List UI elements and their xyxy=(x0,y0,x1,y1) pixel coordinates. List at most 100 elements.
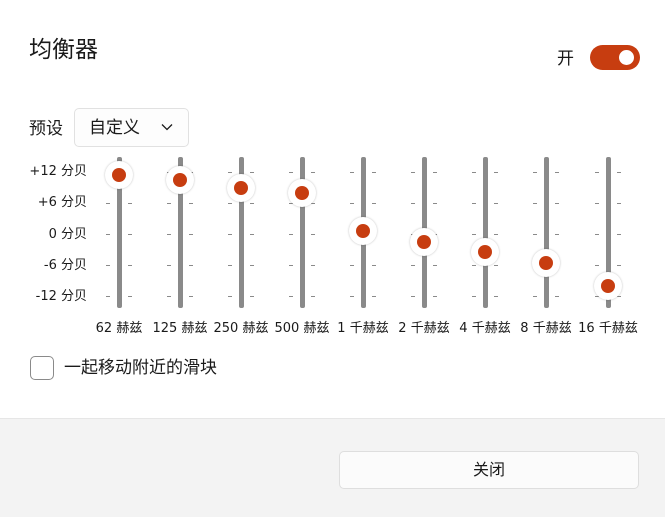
slider-tick xyxy=(350,203,354,204)
slider-tick xyxy=(555,296,559,297)
slider-tick xyxy=(128,265,132,266)
slider-tick xyxy=(228,234,232,235)
slider-tick xyxy=(617,265,621,266)
slider-tick xyxy=(289,234,293,235)
band-slider-thumb[interactable] xyxy=(410,227,438,256)
slider-tick xyxy=(289,265,293,266)
slider-tick xyxy=(372,203,376,204)
slider-tick xyxy=(411,203,415,204)
slider-tick xyxy=(289,172,293,173)
thumb-dot xyxy=(539,256,553,271)
slider-tick xyxy=(289,203,293,204)
thumb-dot xyxy=(112,167,126,182)
slider-tick xyxy=(472,172,476,173)
preset-value: 自定义 xyxy=(89,118,140,138)
db-label: -6 分贝 xyxy=(43,258,87,273)
db-label: -12 分贝 xyxy=(35,289,87,304)
slider-tick xyxy=(411,296,415,297)
band-slider-thumb[interactable] xyxy=(227,173,255,202)
band-label: 250 赫兹 xyxy=(213,321,269,336)
thumb-dot xyxy=(478,245,492,260)
band-slider-track[interactable] xyxy=(299,157,305,308)
band-slider-track[interactable] xyxy=(605,157,611,308)
close-button[interactable]: 关闭 xyxy=(339,451,639,489)
slider-tick xyxy=(106,296,110,297)
slider-tick xyxy=(350,265,354,266)
slider-tick xyxy=(106,203,110,204)
band-slider-track[interactable] xyxy=(177,157,183,308)
band-slider-thumb[interactable] xyxy=(532,249,560,278)
thumb-dot xyxy=(234,180,248,195)
slider-tick xyxy=(617,234,621,235)
slider-tick xyxy=(595,172,599,173)
band-slider-track[interactable] xyxy=(238,157,244,308)
band-slider-thumb[interactable] xyxy=(166,165,194,194)
slider-tick xyxy=(494,296,498,297)
slider-tick xyxy=(250,296,254,297)
band-slider-track[interactable] xyxy=(543,157,549,308)
slider-tick xyxy=(167,234,171,235)
band-slider-track[interactable] xyxy=(116,157,122,308)
slider-tick xyxy=(472,203,476,204)
toggle-knob xyxy=(619,50,634,65)
db-label: +6 分贝 xyxy=(37,195,87,210)
slider-tick xyxy=(250,265,254,266)
slider-tick xyxy=(250,172,254,173)
thumb-dot xyxy=(356,224,370,239)
slider-tick xyxy=(250,234,254,235)
slider-tick xyxy=(372,172,376,173)
slider-tick xyxy=(250,203,254,204)
slider-tick xyxy=(228,265,232,266)
slider-tick xyxy=(311,296,315,297)
move-nearby-label: 一起移动附近的滑块 xyxy=(64,358,217,378)
band-label: 500 赫兹 xyxy=(274,321,330,336)
slider-tick xyxy=(617,203,621,204)
thumb-dot xyxy=(173,172,187,187)
band-slider-thumb[interactable] xyxy=(594,271,622,300)
band-slider-thumb[interactable] xyxy=(471,238,499,267)
slider-tick xyxy=(555,234,559,235)
slider-tick xyxy=(128,203,132,204)
slider-tick xyxy=(595,265,599,266)
slider-tick xyxy=(228,203,232,204)
slider-tick xyxy=(289,296,293,297)
slider-tick xyxy=(433,265,437,266)
slider-tick xyxy=(595,296,599,297)
thumb-dot xyxy=(295,185,309,200)
band-slider-thumb[interactable] xyxy=(349,217,377,246)
band-label: 62 赫兹 xyxy=(95,321,143,336)
slider-tick xyxy=(128,234,132,235)
slider-tick xyxy=(311,234,315,235)
band-slider-track[interactable] xyxy=(482,157,488,308)
band-label: 4 千赫兹 xyxy=(459,321,511,336)
slider-tick xyxy=(494,265,498,266)
slider-tick xyxy=(106,265,110,266)
thumb-dot xyxy=(417,234,431,249)
slider-tick xyxy=(189,234,193,235)
slider-tick xyxy=(595,234,599,235)
move-nearby-checkbox[interactable] xyxy=(30,356,54,380)
band-label: 1 千赫兹 xyxy=(337,321,389,336)
slider-tick xyxy=(433,172,437,173)
slider-tick xyxy=(228,172,232,173)
equalizer-toggle[interactable] xyxy=(590,45,640,70)
chevron-down-icon xyxy=(161,124,173,131)
band-slider-thumb[interactable] xyxy=(105,160,133,189)
slider-tick xyxy=(372,265,376,266)
preset-dropdown[interactable]: 自定义 xyxy=(74,108,189,147)
slider-tick xyxy=(555,172,559,173)
slider-tick xyxy=(167,265,171,266)
slider-tick xyxy=(311,203,315,204)
band-slider-thumb[interactable] xyxy=(288,178,316,207)
slider-tick xyxy=(533,172,537,173)
slider-tick xyxy=(494,203,498,204)
slider-tick xyxy=(350,172,354,173)
slider-tick xyxy=(189,296,193,297)
slider-tick xyxy=(189,203,193,204)
toggle-label: 开 xyxy=(557,49,574,69)
dialog-title: 均衡器 xyxy=(29,37,98,63)
band-label: 16 千赫兹 xyxy=(578,321,638,336)
slider-tick xyxy=(106,234,110,235)
slider-tick xyxy=(533,296,537,297)
